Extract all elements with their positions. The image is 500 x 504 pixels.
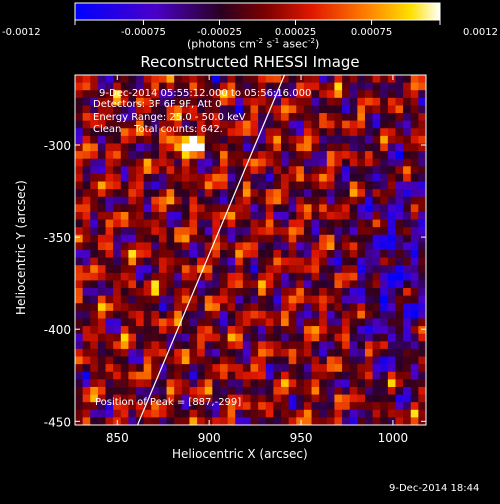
heatmap-image <box>75 75 426 425</box>
colorbar-unit-exp: -1 <box>272 37 280 45</box>
chart-title: Reconstructed RHESSI Image <box>140 53 360 71</box>
colorbar-frame <box>74 2 441 21</box>
axis-ticks: 850 900 950 1000 -300 -350 -400 -450 <box>44 75 426 445</box>
colorbar-tick-label: 0.00075 <box>351 27 392 38</box>
colorbar-unit-label: (photons cm-2 s-1 asec-2) <box>187 37 319 51</box>
annotation-clean-counts: Clean Total counts: 642. <box>93 124 223 135</box>
colorbar-ticks: -0.0012 -0.00075 -0.00025 0.00025 0.00075 0.0… <box>2 20 498 38</box>
colorbar-tick-label: 0.0012 <box>463 27 498 38</box>
colorbar-unit-part: ) <box>314 37 320 51</box>
colorbar-tick-label: 0.00025 <box>275 27 316 38</box>
colorbar-tick-label: -0.0012 <box>2 27 41 38</box>
colorbar-unit-part: s <box>262 37 273 51</box>
x-tick-label: 850 <box>106 431 129 445</box>
y-tick-label: -400 <box>44 323 71 337</box>
solar-limb-line <box>136 75 286 425</box>
y-axis-label: Heliocentric Y (arcsec) <box>14 180 28 315</box>
colorbar-unit-part: asec <box>279 37 308 51</box>
x-axis-label: Heliocentric X (arcsec) <box>172 447 308 461</box>
colorbar-tick-label: -0.00075 <box>121 27 166 38</box>
annotation-energy-range: Energy Range: 25.0 - 50.0 keV <box>93 112 246 123</box>
x-tick-label: 1000 <box>378 431 409 445</box>
colorbar-unit-part: (photons cm <box>187 37 256 51</box>
peak-position-label: Position of Peak = [887,-299] <box>95 397 242 408</box>
colorbar <box>75 3 440 20</box>
colorbar-tick-label: -0.00025 <box>197 27 242 38</box>
colorbar-unit-exp: -2 <box>307 37 315 45</box>
y-tick-label: -450 <box>44 415 71 429</box>
y-tick-label: -350 <box>44 231 71 245</box>
colorbar-unit-exp: -2 <box>255 37 263 45</box>
x-tick-label: 900 <box>198 431 221 445</box>
footer-date: 9-Dec-2014 18:44 <box>389 483 480 494</box>
y-tick-label: -300 <box>44 139 71 153</box>
annotation-detectors: Detectors: 3F 6F 9F, Att 0 <box>93 99 222 110</box>
x-tick-label: 950 <box>290 431 313 445</box>
plot-frame <box>74 74 427 426</box>
annotation-time-range: 9-Dec-2014 05:55:12.000 to 05:56:16.000 <box>99 88 312 99</box>
